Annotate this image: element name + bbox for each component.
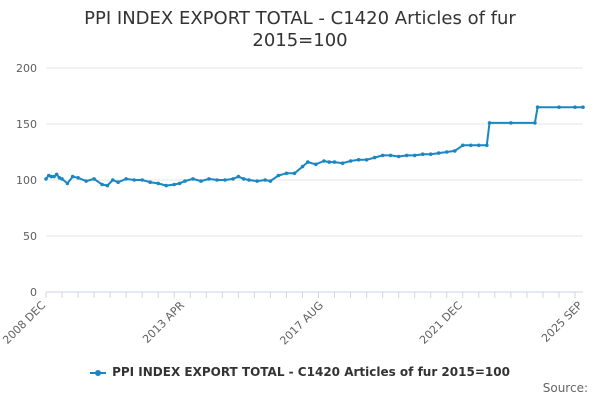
- data-point[interactable]: [340, 161, 345, 165]
- legend[interactable]: PPI INDEX EXPORT TOTAL - C1420 Articles …: [0, 365, 600, 379]
- data-point[interactable]: [105, 183, 110, 188]
- source-label: Source:: [542, 381, 588, 395]
- data-point[interactable]: [573, 105, 577, 109]
- y-tick-label: 100: [16, 174, 37, 187]
- y-tick-label: 200: [16, 62, 37, 75]
- y-tick-label: 0: [30, 286, 37, 299]
- data-point[interactable]: [164, 183, 168, 188]
- data-point[interactable]: [428, 152, 433, 156]
- y-tick-label: 150: [16, 118, 37, 131]
- data-point[interactable]: [156, 181, 160, 186]
- data-point[interactable]: [372, 155, 377, 160]
- data-point[interactable]: [581, 105, 585, 109]
- data-point[interactable]: [100, 182, 104, 187]
- data-point[interactable]: [268, 179, 273, 183]
- data-point[interactable]: [140, 178, 144, 182]
- data-point[interactable]: [236, 174, 241, 179]
- data-point[interactable]: [223, 178, 227, 182]
- data-point[interactable]: [54, 172, 59, 177]
- y-tick-label: 50: [23, 230, 37, 243]
- data-point[interactable]: [191, 177, 195, 181]
- x-tick-label: 2021 DEC: [417, 299, 465, 347]
- x-tick-label: 2008 DEC: [0, 299, 48, 347]
- data-point[interactable]: [148, 180, 152, 184]
- data-point[interactable]: [49, 174, 54, 179]
- data-point[interactable]: [533, 121, 537, 125]
- series-layer: [44, 105, 585, 188]
- data-point[interactable]: [292, 171, 297, 176]
- data-point[interactable]: [231, 177, 235, 181]
- y-axis: 0 50 100 150 200: [16, 62, 37, 299]
- legend-swatch-icon: [90, 369, 107, 377]
- data-point[interactable]: [487, 121, 492, 125]
- data-point[interactable]: [207, 177, 211, 181]
- chart-title-line: PPI INDEX EXPORT TOTAL - C1420 Articles …: [84, 8, 516, 29]
- data-point[interactable]: [356, 158, 361, 162]
- legend-label: PPI INDEX EXPORT TOTAL - C1420 Articles …: [112, 365, 510, 379]
- x-tick-label: 2025 SEP: [539, 299, 585, 345]
- data-point[interactable]: [111, 178, 115, 182]
- data-point[interactable]: [276, 173, 281, 178]
- data-point[interactable]: [199, 179, 203, 183]
- data-point[interactable]: [412, 153, 417, 158]
- data-point[interactable]: [306, 160, 310, 164]
- data-point[interactable]: [247, 178, 251, 182]
- data-point[interactable]: [436, 151, 441, 155]
- series-line: [45, 106, 583, 187]
- data-point[interactable]: [420, 152, 425, 156]
- data-point[interactable]: [469, 143, 473, 148]
- data-point[interactable]: [60, 177, 64, 181]
- chart-title: PPI INDEX EXPORT TOTAL - C1420 Articles …: [0, 8, 600, 52]
- data-point[interactable]: [177, 181, 182, 186]
- data-point[interactable]: [388, 153, 393, 158]
- data-point[interactable]: [52, 174, 56, 179]
- data-point[interactable]: [76, 176, 80, 180]
- data-point[interactable]: [396, 154, 401, 159]
- data-point[interactable]: [535, 105, 540, 109]
- data-point[interactable]: [348, 159, 353, 163]
- data-point[interactable]: [314, 162, 318, 167]
- data-point[interactable]: [70, 174, 75, 179]
- data-point[interactable]: [255, 179, 259, 183]
- data-point[interactable]: [332, 160, 337, 164]
- data-point[interactable]: [65, 181, 70, 186]
- data-point[interactable]: [461, 143, 465, 148]
- data-point[interactable]: [380, 153, 385, 158]
- data-point[interactable]: [124, 177, 128, 181]
- data-point[interactable]: [322, 159, 326, 163]
- data-point[interactable]: [557, 105, 561, 109]
- chart-subtitle: 2015=100: [252, 30, 348, 51]
- data-point[interactable]: [215, 178, 219, 182]
- data-point[interactable]: [44, 177, 48, 181]
- data-point[interactable]: [444, 150, 449, 154]
- data-point[interactable]: [485, 143, 489, 148]
- x-tick-label: 2013 APR: [140, 299, 187, 346]
- data-point[interactable]: [404, 153, 409, 158]
- data-point[interactable]: [453, 149, 457, 153]
- data-point[interactable]: [263, 178, 267, 182]
- data-point[interactable]: [327, 160, 332, 164]
- data-point[interactable]: [284, 171, 289, 176]
- data-point[interactable]: [116, 180, 120, 184]
- x-tick-label: 2017 AUG: [277, 299, 326, 348]
- data-point[interactable]: [477, 143, 481, 148]
- data-point[interactable]: [300, 164, 305, 169]
- data-point[interactable]: [183, 179, 187, 183]
- x-axis: 2008 DEC 2013 APR 2017 AUG 2021 DEC 2025 SEP: [0, 291, 585, 348]
- data-point[interactable]: [172, 182, 176, 187]
- data-point[interactable]: [132, 178, 136, 182]
- data-point[interactable]: [92, 177, 96, 181]
- data-point[interactable]: [241, 177, 246, 181]
- data-point[interactable]: [364, 158, 369, 162]
- data-point[interactable]: [84, 179, 88, 183]
- data-point[interactable]: [509, 121, 513, 125]
